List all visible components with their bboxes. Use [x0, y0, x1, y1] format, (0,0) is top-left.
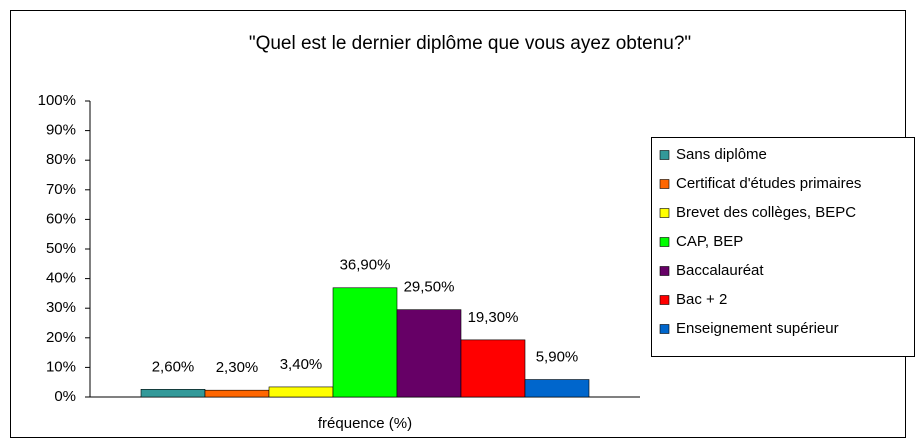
y-tick-label: 30% [46, 299, 76, 316]
bar [524, 379, 590, 398]
legend-label: Enseignement supérieur [676, 320, 839, 337]
y-tick-label: 40% [46, 270, 76, 287]
legend-swatch [659, 237, 670, 247]
bar [268, 386, 334, 398]
legend-label: CAP, BEP [676, 233, 743, 250]
y-tick-label: 70% [46, 181, 76, 198]
legend-swatch [659, 150, 670, 160]
legend-swatch [659, 179, 670, 189]
y-tick-label: 50% [46, 240, 76, 257]
legend-swatch [659, 324, 670, 334]
legend-label: Baccalauréat [676, 262, 764, 279]
legend-label: Certificat d'études primaires [676, 175, 861, 192]
legend-swatch [659, 295, 670, 305]
legend-swatch [659, 208, 670, 218]
chart-title: "Quel est le dernier diplôme que vous ay… [249, 33, 691, 54]
data-label: 3,40% [280, 356, 323, 373]
data-label: 19,30% [468, 309, 519, 326]
data-label: 29,50% [404, 279, 455, 296]
y-tick-label: 80% [46, 151, 76, 168]
y-tick-label: 100% [38, 92, 76, 109]
x-tick-label: fréquence (%) [318, 415, 412, 432]
y-tick-label: 90% [46, 122, 76, 139]
y-tick-label: 20% [46, 329, 76, 346]
data-label: 5,90% [536, 349, 579, 366]
y-tick-label: 60% [46, 210, 76, 227]
bar [204, 389, 270, 398]
data-label: 36,90% [340, 257, 391, 274]
legend-label: Brevet des collèges, BEPC [676, 204, 856, 221]
bar [140, 389, 206, 398]
bar [332, 287, 398, 398]
y-tick-label: 0% [54, 388, 76, 405]
bar [396, 309, 462, 398]
data-label: 2,30% [216, 359, 259, 376]
legend-swatch [659, 266, 670, 276]
legend-box [651, 137, 915, 357]
bar [460, 339, 526, 398]
data-label: 2,60% [152, 358, 195, 375]
legend-label: Bac + 2 [676, 291, 727, 308]
y-tick-label: 10% [46, 358, 76, 375]
legend-label: Sans diplôme [676, 146, 767, 163]
